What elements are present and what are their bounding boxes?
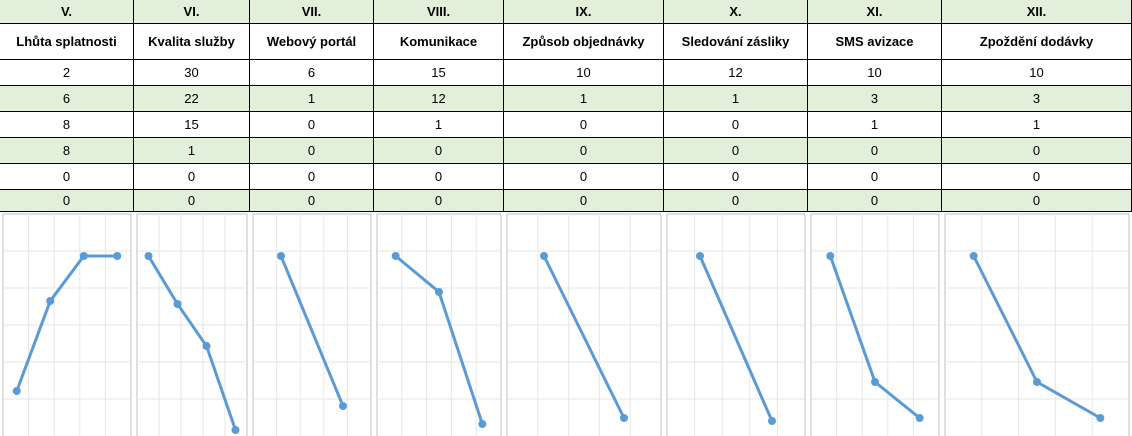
sparkline-point bbox=[540, 252, 548, 260]
value-cell: 2 bbox=[0, 60, 134, 86]
value-cell: 22 bbox=[134, 86, 250, 112]
sparkline-point bbox=[144, 252, 153, 260]
sparkline-point bbox=[277, 252, 285, 260]
sparkline-point bbox=[339, 402, 347, 410]
sparkline bbox=[279, 255, 345, 407]
column-name: Sledování zásliky bbox=[664, 24, 808, 60]
column-numeral: X. bbox=[664, 0, 808, 24]
value-cell: 0 bbox=[0, 164, 134, 190]
sparkline bbox=[147, 255, 237, 431]
value-cell: 12 bbox=[374, 86, 504, 112]
column-name: Lhůta splatnosti bbox=[0, 24, 134, 60]
value-cell: 0 bbox=[504, 190, 664, 212]
value-cell: 0 bbox=[504, 164, 664, 190]
sparkline-point bbox=[79, 252, 88, 260]
sparkline-point bbox=[1033, 378, 1041, 386]
value-cell: 0 bbox=[664, 112, 808, 138]
column-name: Webový portál bbox=[250, 24, 374, 60]
value-cell: 0 bbox=[250, 138, 374, 164]
sparkline-point bbox=[435, 288, 443, 296]
sparkline-point bbox=[1096, 414, 1105, 422]
sparkline bbox=[542, 255, 626, 419]
column-numeral: VIII. bbox=[374, 0, 504, 24]
value-cell: 1 bbox=[374, 112, 504, 138]
value-cell: 0 bbox=[0, 190, 134, 212]
column-numeral: IX. bbox=[504, 0, 664, 24]
value-cell: 0 bbox=[250, 112, 374, 138]
sparkline-point bbox=[478, 420, 487, 428]
value-cell: 0 bbox=[504, 112, 664, 138]
value-cell: 6 bbox=[250, 60, 374, 86]
sparkline-point bbox=[915, 414, 924, 422]
value-cell: 15 bbox=[134, 112, 250, 138]
value-cell: 1 bbox=[504, 86, 664, 112]
value-cell: 0 bbox=[374, 190, 504, 212]
value-cell: 0 bbox=[374, 164, 504, 190]
value-cell: 0 bbox=[808, 164, 942, 190]
sparkline-point bbox=[12, 387, 21, 395]
sparkline-point bbox=[826, 252, 835, 260]
value-cell: 0 bbox=[504, 138, 664, 164]
column-numeral: V. bbox=[0, 0, 134, 24]
column-name: Zpoždění dodávky bbox=[942, 24, 1132, 60]
value-cell: 0 bbox=[664, 164, 808, 190]
value-cell: 8 bbox=[0, 138, 134, 164]
value-cell: 1 bbox=[808, 112, 942, 138]
column-numeral: XI. bbox=[808, 0, 942, 24]
sparkline-point bbox=[696, 252, 704, 260]
value-cell: 0 bbox=[134, 164, 250, 190]
sparkline-point bbox=[173, 300, 182, 308]
value-cell: 3 bbox=[808, 86, 942, 112]
column-name: Způsob objednávky bbox=[504, 24, 664, 60]
value-cell: 0 bbox=[942, 164, 1132, 190]
sparkline-point bbox=[768, 417, 776, 425]
column-name: SMS avizace bbox=[808, 24, 942, 60]
column-numeral: VI. bbox=[134, 0, 250, 24]
value-cell: 15 bbox=[374, 60, 504, 86]
column-numeral: VII. bbox=[250, 0, 374, 24]
value-cell: 6 bbox=[0, 86, 134, 112]
value-cell: 8 bbox=[0, 112, 134, 138]
value-cell: 0 bbox=[374, 138, 504, 164]
value-cell: 0 bbox=[942, 190, 1132, 212]
value-cell: 10 bbox=[504, 60, 664, 86]
value-cell: 1 bbox=[664, 86, 808, 112]
sparkline-point bbox=[46, 297, 55, 305]
value-cell: 12 bbox=[664, 60, 808, 86]
column-numeral: XII. bbox=[942, 0, 1132, 24]
value-cell: 0 bbox=[250, 164, 374, 190]
value-cell: 10 bbox=[808, 60, 942, 86]
value-cell: 0 bbox=[134, 190, 250, 212]
sparkline-point bbox=[871, 378, 879, 386]
value-cell: 0 bbox=[808, 190, 942, 212]
value-cell: 3 bbox=[942, 86, 1132, 112]
value-cell: 0 bbox=[808, 138, 942, 164]
value-cell: 0 bbox=[664, 138, 808, 164]
value-cell: 0 bbox=[250, 190, 374, 212]
sparkline-point bbox=[391, 252, 400, 260]
sparkline bbox=[15, 254, 118, 392]
sparkline bbox=[698, 255, 774, 422]
value-cell: 1 bbox=[250, 86, 374, 112]
value-cell: 0 bbox=[664, 190, 808, 212]
sparkline-point bbox=[620, 414, 628, 422]
sparkline-point bbox=[113, 252, 122, 260]
value-cell: 0 bbox=[942, 138, 1132, 164]
value-cell: 1 bbox=[942, 112, 1132, 138]
column-name: Kvalita služby bbox=[134, 24, 250, 60]
sparkline-point bbox=[231, 426, 240, 434]
value-cell: 30 bbox=[134, 60, 250, 86]
sparkline-point bbox=[202, 342, 211, 350]
value-cell: 10 bbox=[942, 60, 1132, 86]
column-name: Komunikace bbox=[374, 24, 504, 60]
sparkline-point bbox=[969, 252, 978, 260]
value-cell: 1 bbox=[134, 138, 250, 164]
